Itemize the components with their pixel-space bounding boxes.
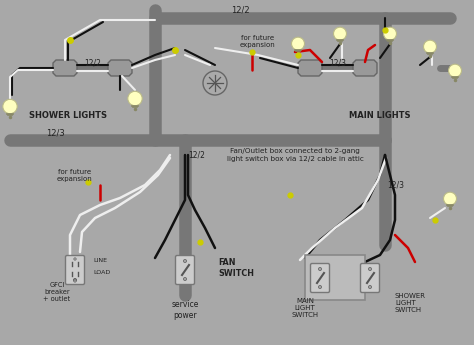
Circle shape — [424, 40, 437, 53]
Circle shape — [73, 278, 76, 282]
Text: FAN
SWITCH: FAN SWITCH — [218, 258, 254, 278]
Text: GFCI
breaker
+ outlet: GFCI breaker + outlet — [44, 282, 71, 302]
Circle shape — [444, 192, 456, 205]
Text: 12/2: 12/2 — [231, 6, 249, 14]
Circle shape — [203, 71, 227, 95]
Text: SHOWER
LIGHT
SWITCH: SHOWER LIGHT SWITCH — [395, 293, 426, 313]
Circle shape — [74, 280, 76, 282]
Circle shape — [292, 37, 304, 50]
Text: 12/3: 12/3 — [46, 128, 64, 138]
Polygon shape — [298, 60, 322, 76]
Text: 12/3: 12/3 — [329, 59, 346, 68]
FancyBboxPatch shape — [361, 264, 380, 293]
Circle shape — [74, 258, 76, 260]
Text: 12/2: 12/2 — [189, 150, 205, 159]
FancyBboxPatch shape — [310, 264, 329, 293]
Text: LOAD: LOAD — [93, 269, 110, 275]
Text: MAIN
LIGHT
SWITCH: MAIN LIGHT SWITCH — [292, 298, 319, 318]
Polygon shape — [53, 60, 77, 76]
Text: Fan/Outlet box connected to 2-gang
light switch box via 12/2 cable in attic: Fan/Outlet box connected to 2-gang light… — [227, 148, 364, 161]
Text: 12/3: 12/3 — [388, 180, 404, 189]
FancyBboxPatch shape — [175, 256, 194, 285]
Circle shape — [368, 267, 372, 270]
Circle shape — [383, 27, 396, 40]
Circle shape — [368, 286, 372, 288]
Polygon shape — [108, 60, 132, 76]
Polygon shape — [353, 60, 377, 76]
Circle shape — [128, 91, 142, 106]
Circle shape — [319, 267, 321, 270]
Circle shape — [448, 64, 462, 77]
Text: for future
expansion: for future expansion — [240, 36, 276, 49]
Text: for future
expansion: for future expansion — [57, 168, 93, 181]
Text: service
power: service power — [171, 300, 199, 320]
Text: 12/2: 12/2 — [84, 59, 101, 68]
Circle shape — [334, 27, 346, 40]
Circle shape — [183, 277, 186, 280]
FancyBboxPatch shape — [65, 256, 84, 285]
Circle shape — [183, 259, 186, 263]
FancyBboxPatch shape — [305, 255, 365, 300]
Text: LINE: LINE — [93, 257, 107, 263]
Circle shape — [319, 286, 321, 288]
Text: SHOWER LIGHTS: SHOWER LIGHTS — [29, 110, 107, 119]
Text: MAIN LIGHTS: MAIN LIGHTS — [349, 110, 411, 119]
Circle shape — [3, 99, 17, 114]
